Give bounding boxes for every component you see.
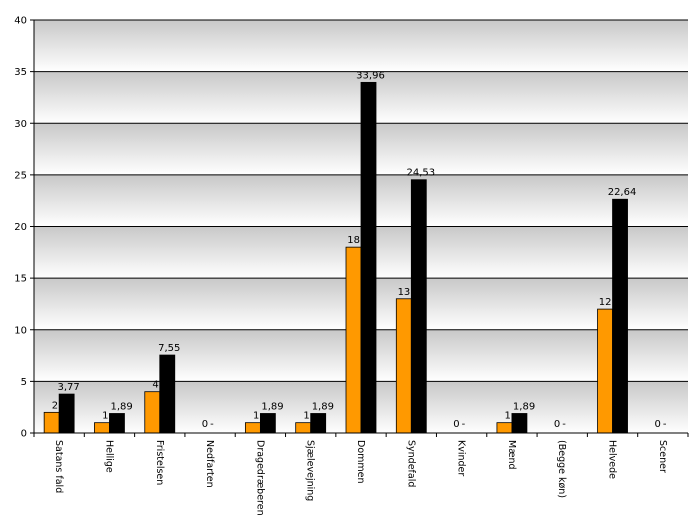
- data-label-series-1: 18: [347, 235, 360, 246]
- y-tick-label: 20: [14, 222, 27, 233]
- category-label: Dragedræberen: [254, 440, 265, 516]
- y-tick-label: 10: [14, 325, 27, 336]
- bar-series-1: [597, 308, 613, 434]
- data-label-series-1: 1: [505, 411, 511, 422]
- x-category-labels: Satans fald Hellige Fristelsen Nedfarten Dra…: [53, 440, 668, 516]
- bar-series-1: [43, 411, 60, 434]
- y-tick-label: 40: [14, 16, 27, 27]
- category-label: Nedfarten: [204, 440, 215, 488]
- category-label: (Begge køn): [556, 440, 567, 498]
- data-label-series-1: 13: [398, 287, 411, 298]
- data-label-series-2: -: [210, 419, 214, 430]
- data-label-series-2: 7,55: [158, 343, 180, 354]
- bar-series-2: [58, 393, 75, 434]
- data-label-series-2: 22,64: [608, 187, 637, 198]
- data-label-series-1: 0: [453, 419, 459, 430]
- bar-series-2: [511, 413, 528, 434]
- bar-series-2: [159, 354, 176, 434]
- bar-series-1: [144, 391, 161, 434]
- bar-series-1: [244, 422, 261, 434]
- y-tick-label: 0: [21, 429, 27, 440]
- bar-series-2: [310, 413, 327, 434]
- bar-series-1: [345, 246, 362, 434]
- data-label-series-2: 1,89: [312, 401, 334, 412]
- bar-series-2: [612, 198, 628, 434]
- data-label-series-1: 4: [152, 380, 158, 391]
- category-label: Satans fald: [53, 440, 64, 493]
- category-label: Kvinder: [456, 440, 467, 476]
- data-label-series-2: 1,89: [513, 401, 535, 412]
- data-label-series-2: 24,53: [406, 168, 435, 179]
- data-label-series-2: -: [663, 419, 667, 430]
- data-label-series-2: 1,89: [110, 401, 132, 412]
- category-label: Helvede: [607, 440, 618, 479]
- data-label-series-2: -: [562, 419, 566, 430]
- data-label-series-1: 0: [202, 419, 208, 430]
- bar-series-2: [109, 413, 125, 434]
- category-label: Mænd: [506, 440, 517, 470]
- bar-series-2: [360, 81, 377, 434]
- bar-series-2: [259, 413, 276, 434]
- data-label-series-1: 1: [253, 411, 259, 422]
- y-tick-label: 15: [14, 274, 27, 285]
- data-label-series-2: -: [462, 419, 466, 430]
- data-label-series-2: 1,89: [261, 401, 283, 412]
- bar-series-1: [496, 422, 513, 434]
- data-label-series-2: 33,96: [356, 70, 385, 81]
- y-tick-label: 5: [21, 377, 27, 388]
- data-label-series-1: 1: [303, 411, 309, 422]
- category-label: Sjælevejning: [305, 440, 316, 501]
- data-label-series-1: 2: [52, 400, 58, 411]
- category-label: Scener: [657, 440, 668, 473]
- bar-series-2: [410, 179, 427, 434]
- category-label: Hellige: [103, 440, 114, 473]
- plot-band: [34, 20, 688, 72]
- axes: [30, 19, 689, 437]
- bar-series-1: [395, 298, 412, 434]
- category-label: Dommen: [355, 440, 366, 484]
- bar-series-1: [295, 422, 312, 434]
- bars: [43, 81, 628, 434]
- category-label: Fristelsen: [154, 440, 165, 485]
- y-tick-labels: 0 5 10 15 20 25 30 35 40: [14, 16, 27, 440]
- category-label: Syndefald: [405, 440, 416, 487]
- data-label-series-2: 3,77: [58, 382, 80, 393]
- data-label-series-1: 0: [654, 419, 660, 430]
- y-tick-label: 25: [14, 170, 27, 181]
- bar-series-1: [94, 422, 110, 434]
- data-label-series-1: 12: [599, 297, 612, 308]
- y-tick-label: 30: [14, 119, 27, 130]
- data-label-series-1: 1: [102, 411, 108, 422]
- y-tick-label: 35: [14, 67, 27, 78]
- data-label-series-1: 0: [554, 419, 560, 430]
